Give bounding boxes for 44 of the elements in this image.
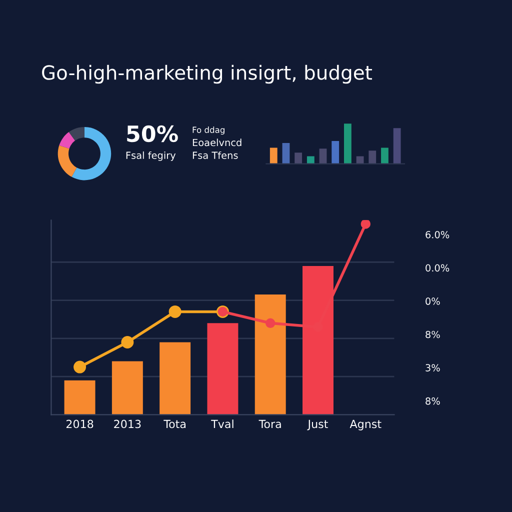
text: 0.0%: [426, 264, 450, 272]
text: 6.0%: [426, 230, 450, 238]
bar: [381, 148, 388, 164]
donut-slice: [68, 126, 84, 141]
text: Fsal fegiry: [126, 151, 176, 161]
bar: [254, 294, 286, 415]
bar: [112, 361, 143, 415]
text: 3%: [426, 364, 440, 372]
x-tick-label: Tval: [211, 420, 234, 428]
x-tick-label: Tora: [258, 420, 281, 428]
text: 50%: [127, 125, 178, 142]
text: Eoaelvncd: [192, 138, 242, 146]
bar: [64, 380, 96, 415]
text: 0%: [426, 298, 440, 305]
text: 8%: [426, 330, 440, 338]
bar: [393, 128, 401, 164]
bar: [270, 148, 278, 164]
text: Fo ddag: [192, 126, 224, 135]
point: [266, 318, 276, 328]
point: [168, 305, 182, 318]
donut-slice: [72, 126, 112, 180]
donut-slice: [58, 145, 77, 177]
bar: [356, 156, 364, 164]
bar: [160, 342, 191, 415]
x-tick-label: 2018: [66, 420, 94, 428]
text: Go-high-marketing insigrt, budget: [42, 64, 372, 84]
bar: [332, 140, 340, 164]
bar: [207, 323, 238, 415]
x-tick-label: 2013: [114, 420, 141, 428]
bar: [294, 152, 302, 164]
bar: [319, 148, 327, 164]
point: [121, 336, 134, 348]
bar: [368, 150, 376, 164]
text: Fsa Tfens: [192, 151, 238, 159]
point: [360, 220, 371, 229]
bar: [306, 156, 314, 164]
x-tick-label: Agnst: [350, 420, 382, 430]
donut-slice: [59, 132, 76, 149]
bar: [344, 124, 352, 164]
bar: [282, 142, 290, 164]
x-tick-label: Tota: [164, 420, 186, 428]
text: 8%: [426, 397, 440, 405]
point: [74, 360, 86, 374]
x-tick-label: Just: [307, 420, 328, 430]
